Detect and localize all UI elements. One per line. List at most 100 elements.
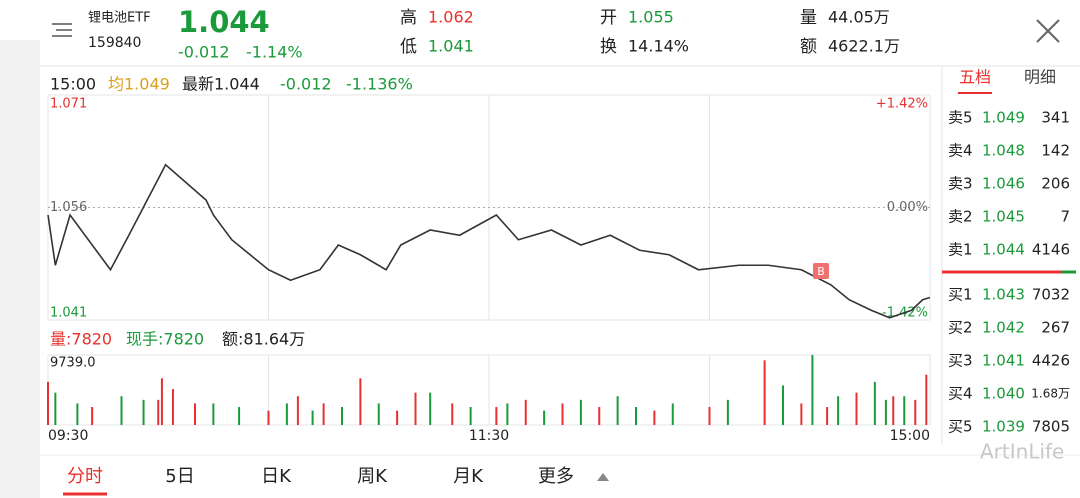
volume-bar — [377, 403, 380, 425]
book-label: 买3 — [948, 352, 973, 370]
volume-bar — [884, 399, 887, 425]
volume-bar — [903, 396, 906, 425]
change: -0.012 — [178, 43, 230, 62]
book-price: 1.049 — [982, 109, 1025, 127]
book-price: 1.048 — [982, 142, 1025, 160]
volume-bar — [671, 403, 674, 425]
volume-bar — [561, 403, 564, 425]
volume-bar — [763, 360, 766, 425]
volume-bar — [708, 407, 711, 425]
book-price: 1.043 — [982, 286, 1025, 304]
volume-bar — [171, 389, 174, 425]
period-tab[interactable]: 月K — [453, 466, 484, 487]
volume-bar — [91, 407, 94, 425]
volume-bar — [285, 403, 288, 425]
book-volume: 7 — [1060, 208, 1070, 226]
volume-bar — [267, 410, 270, 425]
volume-bar — [616, 396, 619, 425]
volume-bar — [341, 407, 343, 425]
volume-bar — [157, 399, 160, 425]
x-tick-label: 15:00 — [890, 428, 930, 444]
info-time: 15:00 — [50, 75, 96, 94]
x-tick-label: 09:30 — [48, 428, 88, 444]
book-volume: 267 — [1041, 319, 1070, 337]
book-label: 卖2 — [948, 208, 973, 226]
volume-bar — [451, 403, 454, 425]
book-label: 卖4 — [948, 142, 973, 160]
more-arrow — [597, 473, 609, 481]
volume-caption: 量:7820 — [50, 330, 112, 349]
fund-name: 锂电池ETF — [88, 11, 151, 26]
info-change: -0.012 — [280, 75, 332, 94]
book-tab[interactable]: 明细 — [1024, 68, 1056, 87]
period-tab[interactable]: 5日 — [165, 466, 194, 487]
book-price: 1.041 — [982, 352, 1025, 370]
book-price: 1.046 — [982, 175, 1025, 193]
trade-marker: B — [813, 263, 829, 279]
volume-bar — [855, 392, 858, 425]
volume-bar — [322, 403, 325, 425]
volume-bar — [826, 407, 829, 425]
book-volume: 142 — [1041, 142, 1070, 160]
book-price: 1.039 — [982, 418, 1025, 436]
book-volume: 341 — [1041, 109, 1070, 127]
info-avg: 均1.049 — [108, 75, 170, 94]
volume-bar — [543, 410, 546, 425]
period-tab[interactable]: 更多 — [538, 466, 574, 487]
y-tick-label: 1.056 — [50, 200, 87, 215]
book-label: 卖1 — [948, 241, 973, 259]
stat-label: 换 — [600, 37, 617, 57]
pct-label: +1.42% — [876, 97, 928, 112]
marker-box — [813, 263, 829, 279]
volume-bar — [160, 378, 163, 425]
volume-bar — [653, 410, 656, 425]
book-tab[interactable]: 五档 — [959, 68, 991, 87]
volume-bar — [506, 403, 509, 425]
close-button[interactable] — [1036, 19, 1060, 43]
book-volume: 4146 — [1032, 241, 1070, 259]
stat-label: 低 — [400, 37, 417, 57]
price-line — [47, 163, 931, 319]
period-tab[interactable]: 日K — [261, 466, 292, 487]
book-volume: 4426 — [1032, 352, 1070, 370]
volume-bar — [194, 403, 196, 425]
volume-bar — [429, 392, 432, 425]
volume-bar — [414, 392, 417, 425]
volume-bar — [800, 403, 803, 425]
volume-bar — [54, 392, 57, 425]
volume-bar — [873, 381, 876, 425]
stat-value: 4622.1万 — [828, 37, 900, 56]
menu-icon[interactable] — [52, 23, 72, 37]
volume-bar — [892, 396, 895, 425]
volume-bar — [495, 407, 498, 425]
volume-bar — [296, 396, 299, 425]
book-label: 买1 — [948, 286, 973, 304]
y-tick-label: 1.041 — [50, 306, 87, 321]
volume-bar — [782, 385, 784, 425]
period-tab[interactable]: 周K — [357, 466, 388, 487]
book-volume: 7805 — [1032, 418, 1070, 436]
stat-value: 1.055 — [628, 8, 674, 27]
volume-bar — [598, 407, 601, 425]
stat-label: 额 — [800, 37, 817, 57]
book-volume: 206 — [1041, 175, 1070, 193]
book-label: 买5 — [948, 418, 973, 436]
info-change-pct: -1.136% — [346, 75, 413, 94]
volume-bar — [925, 374, 928, 425]
volume-tick: 9739.0 — [50, 356, 96, 371]
watermark: ArtInLife — [980, 440, 1064, 464]
book-label: 买4 — [948, 385, 973, 403]
volume-bar — [76, 403, 79, 425]
volume-bar — [396, 410, 399, 425]
volume-bar — [914, 399, 917, 425]
period-tab[interactable]: 分时 — [67, 466, 103, 487]
book-volume: 1.68万 — [1031, 387, 1070, 401]
book-label: 买2 — [948, 319, 973, 337]
book-label: 卖3 — [948, 175, 973, 193]
stat-label: 量 — [800, 8, 817, 28]
info-latest: 最新1.044 — [182, 75, 260, 94]
stat-value: 1.041 — [428, 37, 474, 56]
volume-bar — [469, 407, 472, 425]
volume-bar — [212, 403, 215, 425]
